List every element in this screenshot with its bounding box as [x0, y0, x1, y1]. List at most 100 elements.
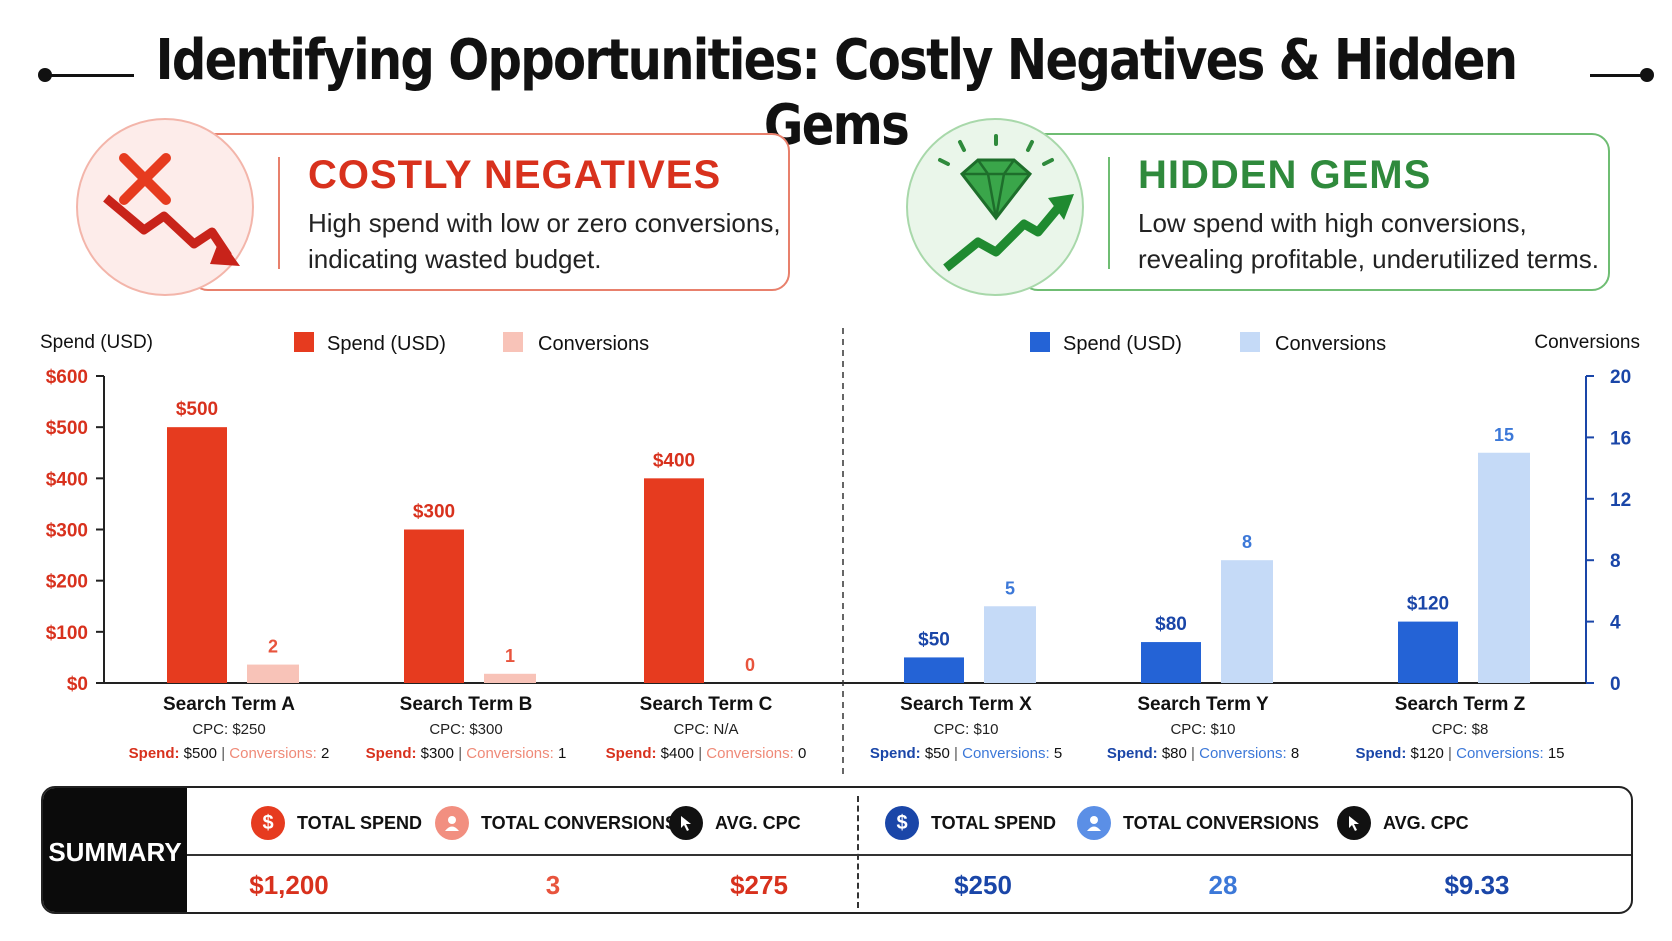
gem-total-conv-label: TOTAL CONVERSIONS	[1123, 812, 1320, 833]
footnote-part: 2	[321, 745, 329, 762]
footnote-part: Conversions:	[1199, 745, 1291, 762]
category-label: Search Term C	[640, 694, 773, 715]
data-label-conversions: 0	[745, 655, 755, 675]
category-footnote: Spend: $80 | Conversions: 8	[1107, 745, 1299, 762]
data-label-spend: $400	[653, 450, 695, 471]
bar-spend-search-term-z	[1398, 621, 1458, 683]
left-axis-tick-label: $400	[46, 469, 88, 490]
bar-spend-search-term-b	[404, 529, 464, 683]
left-axis-title: Spend (USD)	[40, 332, 153, 353]
neg-avg-cpc-header: AVG. CPC	[669, 806, 801, 840]
dollar-icon: $	[885, 806, 919, 840]
gem-total-spend-value: $250	[954, 870, 1012, 900]
category-label: Search Term B	[400, 694, 533, 715]
dollar-icon: $	[251, 806, 285, 840]
category-label: Search Term A	[163, 694, 295, 715]
title-left-rule	[44, 74, 134, 77]
cursor-glyph	[1349, 816, 1359, 831]
left-axis-tick-label: $100	[46, 623, 88, 644]
gem-total-conv-value: 28	[1208, 870, 1238, 900]
summary-divider	[187, 854, 1631, 856]
bar-chart: Spend (USD) Conversions $0 $100 $200 $300 $400…	[40, 328, 1640, 778]
category-cpc: CPC: $300	[429, 721, 502, 738]
footnote-part: |	[698, 745, 706, 762]
footnote-part: |	[221, 745, 229, 762]
footnote-part: |	[1191, 745, 1199, 762]
legend-gem-spend-swatch	[1030, 332, 1050, 352]
category-footnote: Spend: $500 | Conversions: 2	[129, 745, 330, 762]
left-axis-tick-label: $0	[67, 674, 88, 695]
footnote-part: $120	[1410, 745, 1448, 762]
data-label-conversions: 8	[1242, 532, 1252, 552]
footnote-part: |	[954, 745, 962, 762]
neg-total-conv-label: TOTAL CONVERSIONS	[481, 812, 678, 833]
data-label-conversions: 15	[1494, 425, 1514, 445]
bar-conversions-search-term-a	[247, 664, 299, 683]
footnote-part: $300	[421, 745, 459, 762]
bar-conversions-search-term-x	[984, 606, 1036, 683]
neg-total-conv-value: 3	[545, 870, 561, 900]
data-label-spend: $50	[918, 629, 950, 650]
footnote-part: Spend:	[1107, 745, 1162, 762]
category-cpc: CPC: $250	[192, 721, 265, 738]
title-row: Identifying Opportunities: Costly Negati…	[0, 22, 1672, 158]
category-label: Search Term Y	[1137, 694, 1269, 715]
right-axis-tick-label: 8	[1610, 551, 1621, 572]
gem-avg-cpc-header: AVG. CPC	[1337, 806, 1469, 840]
neg-total-spend-label: TOTAL SPEND	[297, 812, 423, 833]
costly-negatives-title: COSTLY NEGATIVES	[308, 153, 722, 197]
neg-total-spend-value: $1,200	[249, 870, 329, 900]
summary-panel: SUMMARY $ TOTAL SPEND TOTAL CONVERSIONS …	[41, 786, 1633, 914]
category-cpc: CPC: N/A	[673, 721, 738, 738]
costly-negatives-description: High spend with low or zero conversions,…	[308, 205, 781, 277]
category-cpc: CPC: $10	[933, 721, 998, 738]
footnote-part: 15	[1548, 745, 1565, 762]
category-footnote: Spend: $400 | Conversions: 0	[606, 745, 807, 762]
user-icon	[435, 806, 469, 840]
left-axis-tick-label: $500	[46, 418, 88, 439]
cursor-icon	[669, 806, 703, 840]
legend-gem-spend-label: Spend (USD)	[1063, 333, 1182, 355]
footnote-part: Spend:	[366, 745, 421, 762]
data-label-conversions: 5	[1005, 578, 1015, 598]
footnote-part: Spend:	[129, 745, 184, 762]
data-label-spend: $500	[176, 399, 218, 420]
data-label-spend: $80	[1155, 614, 1187, 635]
gem-total-conv-header: TOTAL CONVERSIONS	[1077, 806, 1319, 840]
hidden-gems-card: HIDDEN GEMS Low spend with high conversi…	[1020, 133, 1610, 291]
footnote-part: 5	[1054, 745, 1062, 762]
category-cpc: CPC: $10	[1170, 721, 1235, 738]
bar-spend-search-term-a	[167, 427, 227, 683]
footnote-part: Spend:	[1355, 745, 1410, 762]
gem-total-spend-header: $ TOTAL SPEND	[885, 806, 1056, 840]
cross-downtrend-icon	[76, 118, 254, 296]
footnote-part: Conversions:	[1456, 745, 1548, 762]
bar-conversions-search-term-y	[1221, 560, 1273, 683]
cursor-glyph	[681, 816, 691, 831]
gem-avg-cpc-value: $9.33	[1444, 870, 1510, 900]
bar-spend-search-term-c	[644, 478, 704, 683]
user-glyph	[445, 816, 459, 831]
footnote-part: $400	[661, 745, 699, 762]
category-cpc: CPC: $8	[1432, 721, 1489, 738]
legend-neg-conv-label: Conversions	[538, 333, 649, 355]
legend-neg-conv-swatch	[503, 332, 523, 352]
gem-uptrend-icon-svg	[938, 134, 1074, 272]
right-axis-tick-label: 16	[1610, 428, 1631, 449]
footnote-part: 0	[798, 745, 806, 762]
neg-total-spend-header: $ TOTAL SPEND	[251, 806, 422, 840]
costly-negatives-line-2: indicating wasted budget.	[308, 244, 602, 274]
legend-gem-conv-swatch	[1240, 332, 1260, 352]
data-label-spend: $300	[413, 502, 455, 523]
legend-gem-conv-label: Conversions	[1275, 333, 1386, 355]
summary-center-divider	[857, 796, 859, 908]
footnote-part: |	[458, 745, 466, 762]
page-title: Identifying Opportunities: Costly Negati…	[155, 28, 1518, 158]
gem-total-spend-label: TOTAL SPEND	[931, 812, 1057, 833]
card-divider	[1108, 157, 1110, 269]
hidden-gems-line-1: Low spend with high conversions,	[1138, 208, 1527, 238]
category-label: Search Term Z	[1395, 694, 1526, 715]
data-label-spend: $120	[1407, 594, 1449, 615]
category-label: Search Term X	[900, 694, 1032, 715]
neg-avg-cpc-label: AVG. CPC	[715, 812, 801, 833]
